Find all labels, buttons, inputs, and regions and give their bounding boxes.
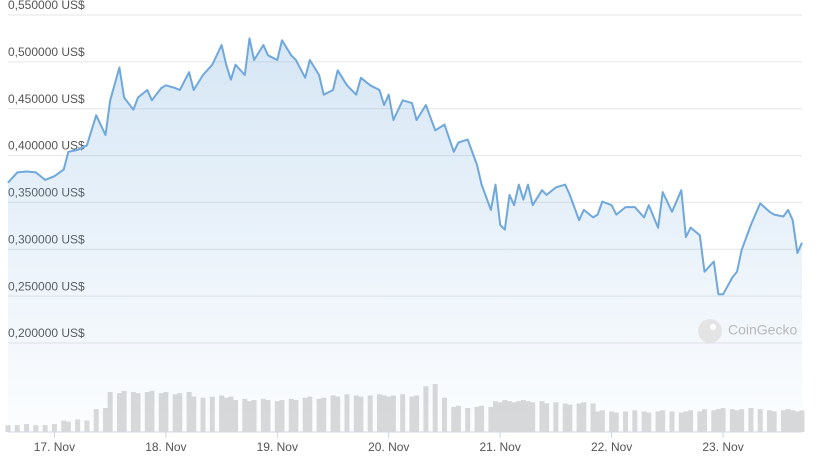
y-tick-label: 0,550000 US$	[8, 0, 85, 12]
y-tick-label: 0,500000 US$	[8, 45, 85, 59]
x-tick-label: 22. Nov	[591, 440, 632, 454]
watermark-icon-eye	[710, 324, 716, 330]
watermark-icon	[698, 319, 722, 343]
x-tick-label: 20. Nov	[368, 440, 409, 454]
x-tick-label: 18. Nov	[145, 440, 186, 454]
price-area	[8, 38, 802, 433]
x-tick-label: 23. Nov	[702, 440, 743, 454]
price-line	[7, 37, 803, 296]
y-tick-label: 0,400000 US$	[8, 139, 85, 153]
x-tick-label: 21. Nov	[480, 440, 521, 454]
watermark-text: CoinGecko	[728, 322, 797, 338]
x-tick-label: 17. Nov	[34, 440, 75, 454]
watermark: CoinGecko	[698, 319, 797, 343]
x-tick-label: 19. Nov	[257, 440, 298, 454]
y-tick-label: 0,450000 US$	[8, 92, 85, 106]
